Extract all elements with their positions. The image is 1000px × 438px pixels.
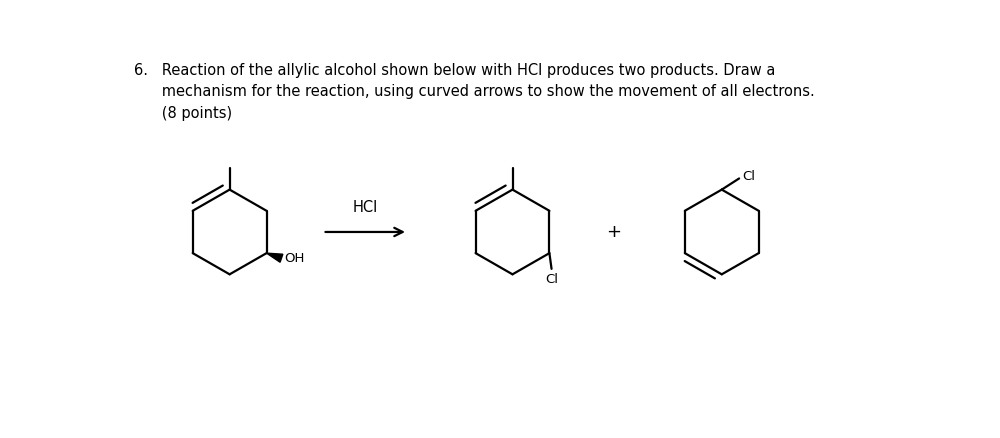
Polygon shape	[267, 253, 283, 262]
Text: +: +	[606, 223, 621, 241]
Text: OH: OH	[284, 252, 304, 265]
Text: Cl: Cl	[545, 273, 558, 286]
Text: 6.   Reaction of the allylic alcohol shown below with HCl produces two products.: 6. Reaction of the allylic alcohol shown…	[134, 63, 776, 78]
Text: (8 points): (8 points)	[134, 106, 232, 121]
Text: Cl: Cl	[742, 170, 755, 184]
Text: mechanism for the reaction, using curved arrows to show the movement of all elec: mechanism for the reaction, using curved…	[134, 84, 815, 99]
Text: HCl: HCl	[353, 200, 378, 215]
